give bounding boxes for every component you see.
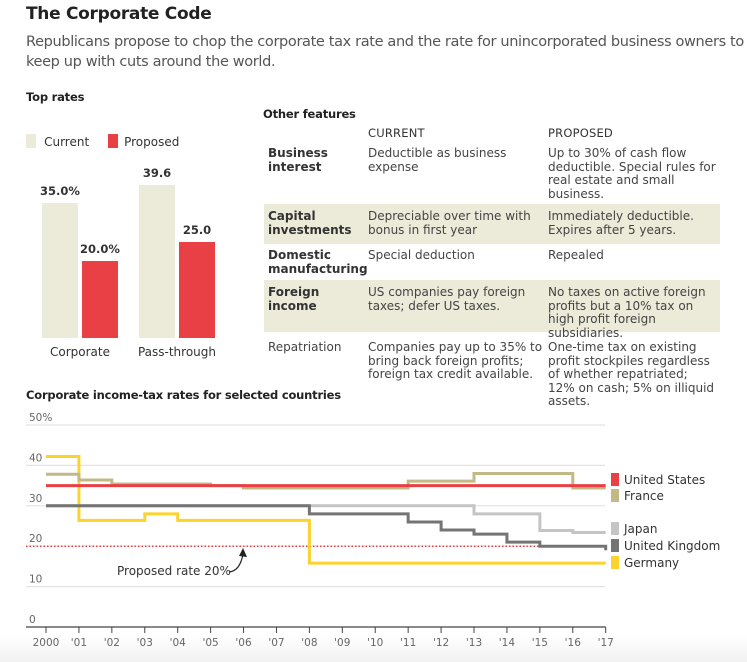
legend-label: United Kingdom bbox=[624, 539, 721, 553]
legend-item-united-kingdom: United Kingdom bbox=[611, 539, 720, 553]
x-tick-label: '01 bbox=[71, 637, 87, 649]
page-title: The Corporate Code bbox=[26, 4, 212, 24]
bar-legend-proposed: Proposed bbox=[108, 131, 179, 150]
bar-value-label: 25.0 bbox=[182, 222, 212, 237]
annotation-arrow-line bbox=[228, 553, 244, 573]
row-proposed: Up to 30% of cash flow deductible. Speci… bbox=[548, 146, 716, 201]
row-label: Business interest bbox=[268, 146, 328, 174]
top-rates-heading: Top rates bbox=[26, 90, 85, 104]
legend-swatch-current bbox=[26, 134, 36, 148]
row-label: Domestic manufacturing bbox=[268, 248, 368, 276]
legend-swatch bbox=[611, 556, 619, 569]
row-current: Deductible as business expense bbox=[368, 146, 507, 174]
bar-category-label: Corporate bbox=[50, 345, 110, 359]
x-tick-label: '02 bbox=[104, 637, 120, 649]
bar-pass-through-current bbox=[139, 185, 175, 338]
y-tick-label: 10 bbox=[29, 574, 42, 586]
legend-label-proposed: Proposed bbox=[124, 135, 180, 149]
legend-label-current: Current bbox=[44, 135, 90, 149]
table-row-domestic-manufacturing: Domestic manufacturing Special deduction… bbox=[264, 244, 720, 280]
x-tick-label: '17 bbox=[598, 637, 614, 649]
row-current: Special deduction bbox=[368, 248, 475, 262]
x-tick-label: '08 bbox=[301, 637, 317, 649]
bar-value-label: 39.6 bbox=[142, 166, 172, 181]
table-row-capital-investments: Capital investments Depreciable over tim… bbox=[264, 204, 720, 244]
bar-corporate-proposed bbox=[82, 260, 118, 338]
legend-swatch bbox=[611, 522, 619, 535]
x-tick-label: '13 bbox=[466, 637, 482, 649]
series-line-united-kingdom bbox=[46, 504, 608, 551]
y-tick-label: 20 bbox=[29, 533, 42, 545]
bar-pass-through-proposed bbox=[179, 241, 215, 338]
bar-legend-current: Current bbox=[26, 131, 89, 150]
legend-swatch bbox=[611, 473, 619, 486]
table-row-foreign-income: Foreign income US companies pay foreign … bbox=[264, 280, 720, 339]
row-proposed: Immediately deductible. Expires after 5 … bbox=[548, 209, 694, 237]
x-tick-label: '16 bbox=[565, 637, 582, 649]
legend-label: Germany bbox=[624, 556, 680, 570]
x-tick-label: '15 bbox=[532, 637, 548, 649]
arrow-up-icon bbox=[239, 548, 247, 557]
bar-value-label: 35.0% bbox=[40, 183, 80, 198]
page-subtitle: Republicans propose to chop the corporat… bbox=[26, 34, 744, 70]
legend-swatch bbox=[611, 539, 619, 552]
row-label: Capital investments bbox=[268, 209, 352, 237]
legend-item-germany: Germany bbox=[611, 556, 679, 570]
legend-swatch-proposed bbox=[108, 134, 118, 148]
x-tick-label: '03 bbox=[137, 637, 153, 649]
x-tick-label: '05 bbox=[202, 637, 218, 649]
x-tick-label: '04 bbox=[170, 637, 187, 649]
other-features-heading: Other features bbox=[263, 107, 356, 121]
bar-corporate-current bbox=[42, 202, 78, 338]
x-tick-label: '11 bbox=[400, 637, 416, 649]
row-proposed: One-time tax on existing profit stockpil… bbox=[548, 340, 715, 408]
y-tick-label: 50% bbox=[29, 412, 52, 424]
x-tick-label: '09 bbox=[334, 637, 350, 649]
legend-swatch bbox=[611, 489, 619, 502]
y-tick-label: 40 bbox=[29, 452, 42, 464]
legend-label: United States bbox=[624, 473, 706, 487]
legend-label: Japan bbox=[624, 522, 658, 536]
x-tick-label: '12 bbox=[433, 637, 449, 649]
legend-item-united-states: United States bbox=[611, 473, 705, 487]
line-chart-title: Corporate income-tax rates for selected … bbox=[26, 388, 341, 402]
row-current: Companies pay up to 35% to bring back fo… bbox=[368, 340, 543, 381]
column-header-proposed: PROPOSED bbox=[548, 126, 613, 140]
row-current: US companies pay foreign taxes; defer US… bbox=[368, 285, 526, 313]
x-tick-label: '14 bbox=[499, 637, 516, 649]
x-tick-label: 2000 bbox=[33, 637, 60, 649]
legend-label: France bbox=[624, 489, 664, 503]
y-tick-label: 0 bbox=[29, 614, 36, 626]
series-line-france bbox=[46, 471, 606, 490]
legend-item-japan: Japan bbox=[611, 522, 657, 536]
table-row-repatriation: Repatriation Companies pay up to 35% to … bbox=[264, 332, 720, 407]
row-proposed: Repealed bbox=[548, 248, 604, 262]
row-current: Depreciable over time with bonus in firs… bbox=[368, 209, 531, 237]
top-rates-bar-chart: 35.0% 20.0% Corporate 39.6 25.0 Pass-through bbox=[0, 0, 250, 370]
country-tax-rate-line-chart: 0 10 20 30 40 50% 2000 '01 '02 '03 '04 '05 '06 '07 '08… bbox=[26, 412, 614, 649]
table-row-business-interest: Business interest Deductible as business… bbox=[264, 146, 720, 204]
x-tick-label: '07 bbox=[268, 637, 284, 649]
bar-value-label: 20.0% bbox=[80, 241, 120, 256]
x-tick-label: '10 bbox=[367, 637, 383, 649]
row-label: Repatriation bbox=[268, 340, 342, 354]
y-tick-label: 30 bbox=[29, 493, 42, 505]
x-tick-label: '06 bbox=[235, 637, 252, 649]
row-proposed: No taxes on active foreign profits but a… bbox=[548, 285, 706, 340]
bar-category-label: Pass-through bbox=[137, 345, 217, 359]
legend-item-france: France bbox=[611, 489, 664, 503]
proposed-rate-annotation: Proposed rate 20% bbox=[117, 564, 231, 578]
row-label: Foreign income bbox=[268, 285, 320, 313]
series-line-germany bbox=[46, 455, 606, 565]
column-header-current: CURRENT bbox=[368, 126, 425, 140]
